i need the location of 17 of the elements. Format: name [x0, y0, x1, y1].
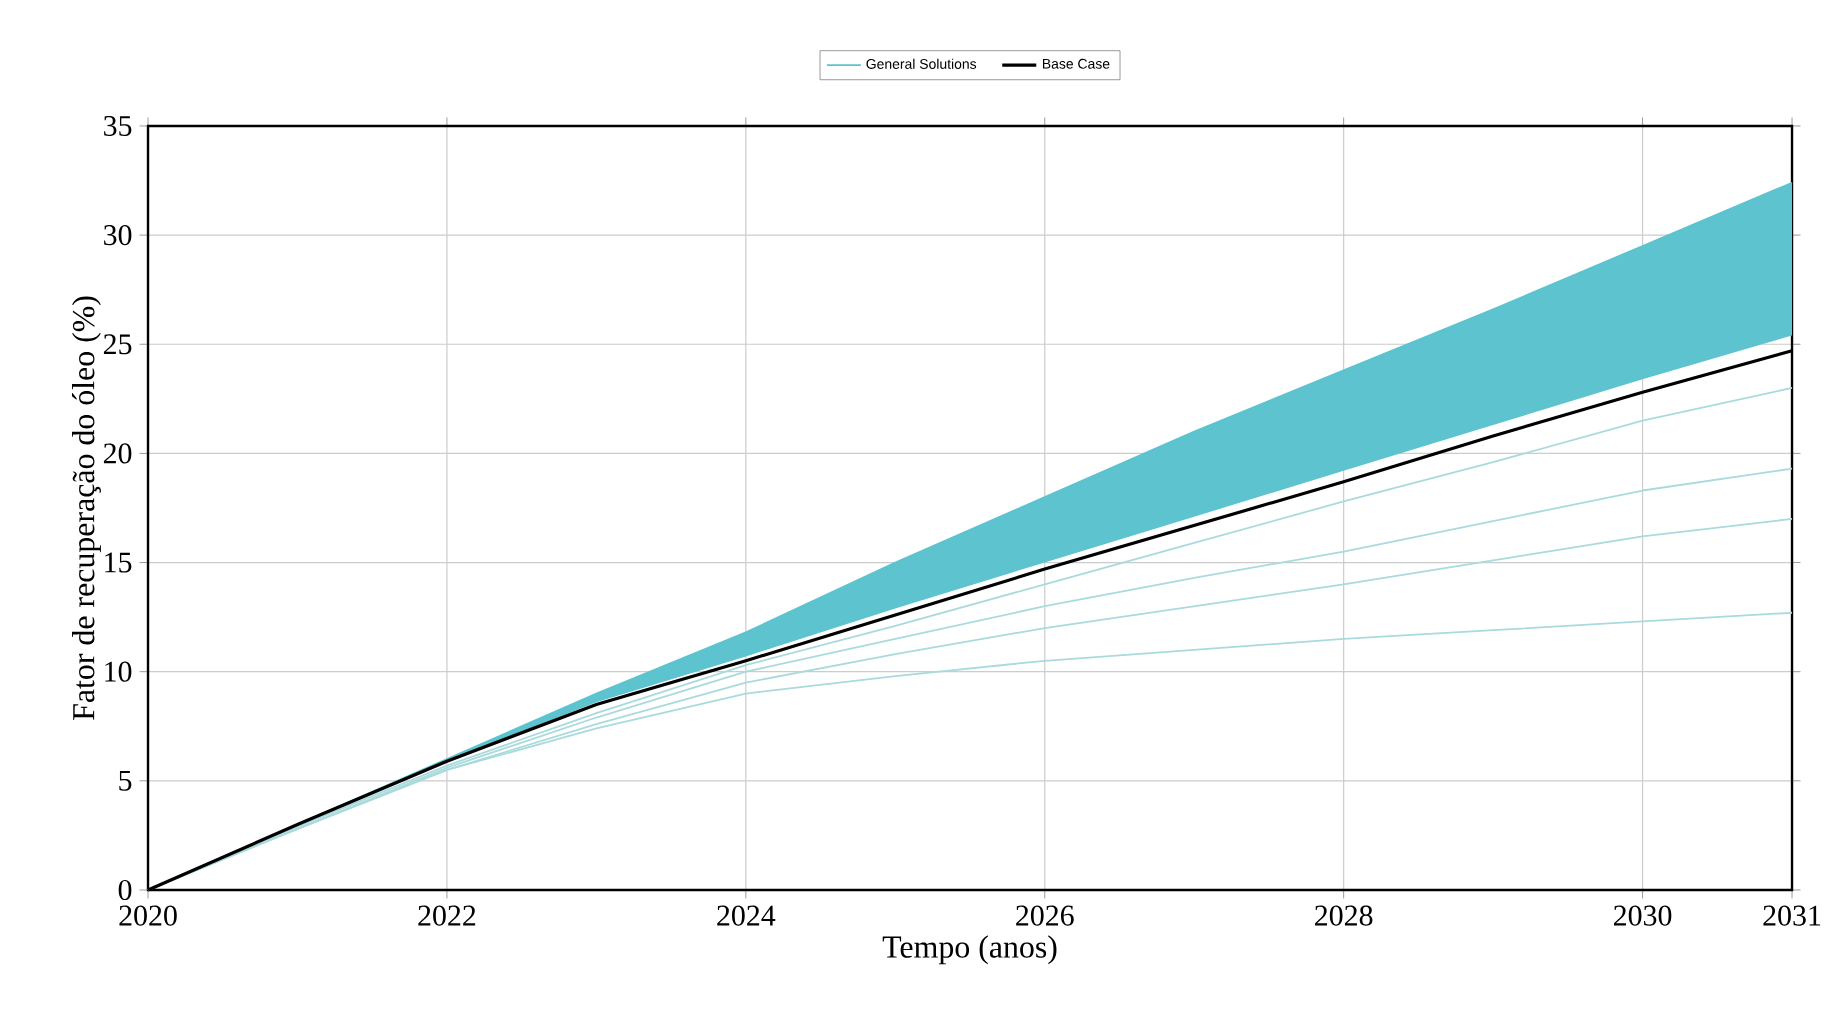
y-tick-label: 25 [103, 334, 132, 355]
y-tick-label: 20 [103, 443, 132, 464]
y-tick-label: 30 [104, 225, 132, 246]
x-tick-label: 2024 [717, 905, 776, 926]
x-tick-label: 2031 [1763, 905, 1821, 926]
x-tick-label: 2026 [1016, 905, 1074, 926]
x-tick-label: 2028 [1315, 905, 1373, 926]
x-tick-label: 2020 [119, 905, 177, 926]
x-axis-title: Tempo (anos) [882, 935, 1057, 965]
x-tick-label: 2030 [1613, 905, 1672, 926]
y-axis-title: Fator de recuperação do óleo (%) [71, 296, 101, 720]
y-tick-label: 35 [104, 115, 132, 136]
y-tick-label: 5 [119, 770, 132, 791]
y-tick-label: 15 [105, 552, 132, 573]
x-tick-label: 2022 [418, 905, 476, 926]
y-tick-label: 10 [105, 661, 132, 682]
y-tick-label: 0 [118, 879, 132, 901]
